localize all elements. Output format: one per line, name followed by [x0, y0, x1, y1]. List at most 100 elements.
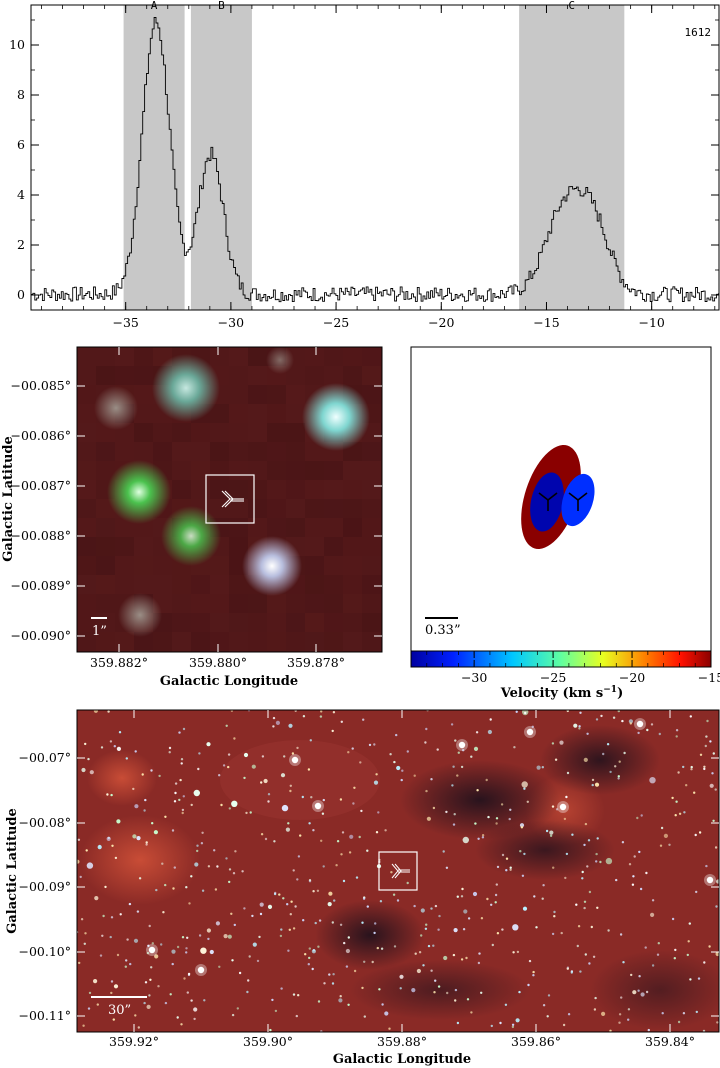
star	[278, 893, 281, 896]
image-pixel	[324, 461, 343, 480]
star	[215, 921, 220, 926]
wide-field-stars	[77, 710, 719, 1032]
image-pixel	[267, 461, 286, 480]
image-pixel	[96, 518, 115, 537]
star	[311, 949, 316, 954]
star	[627, 1018, 630, 1021]
image-pixel	[362, 347, 381, 366]
wide-x-axis: 359.92° 359.90° 359.88° 359.86° 359.84°	[109, 710, 695, 1049]
star	[567, 1013, 571, 1016]
star	[618, 1013, 622, 1016]
star	[272, 716, 276, 720]
star	[179, 778, 182, 782]
y-tick-label: −00.11°	[18, 1008, 71, 1023]
dark-dust-lane	[475, 820, 615, 880]
star	[575, 903, 578, 906]
star	[106, 836, 111, 842]
star	[489, 718, 492, 721]
star	[617, 777, 620, 780]
star	[434, 904, 438, 908]
star	[322, 798, 325, 802]
star	[373, 743, 376, 746]
star	[668, 843, 671, 846]
star	[275, 720, 280, 726]
star	[185, 886, 188, 889]
star	[715, 951, 719, 957]
star	[148, 994, 151, 997]
star	[287, 822, 290, 825]
star	[495, 817, 499, 820]
star	[316, 889, 320, 892]
image-pixel	[286, 423, 305, 442]
star	[223, 934, 228, 939]
bright-star	[526, 728, 534, 736]
star	[658, 732, 661, 736]
star	[203, 999, 206, 1002]
bright-star	[559, 803, 567, 811]
x-tick-label: 359.90°	[243, 1034, 293, 1049]
x-tick-label: 359.88°	[377, 1034, 427, 1049]
star	[396, 765, 401, 771]
star	[161, 862, 164, 865]
image-pixel	[172, 480, 191, 499]
star	[596, 837, 599, 840]
image-pixel	[153, 556, 172, 575]
star	[353, 786, 356, 789]
star	[499, 1021, 502, 1025]
region-label: B	[218, 0, 225, 12]
star	[109, 935, 112, 939]
image-pixel	[210, 594, 229, 613]
star	[583, 906, 586, 910]
image-pixel	[381, 575, 382, 594]
star	[427, 944, 431, 948]
dark-dust-lane	[540, 725, 660, 795]
star	[134, 804, 139, 809]
star	[338, 998, 343, 1003]
star	[116, 819, 121, 824]
star	[584, 953, 587, 956]
star	[477, 961, 481, 965]
star	[261, 755, 265, 758]
star	[292, 993, 296, 996]
star	[601, 1011, 606, 1017]
wide-y-axis-title: Galactic Latitude	[5, 808, 20, 934]
image-pixel	[172, 632, 191, 651]
image-pixel	[134, 423, 153, 442]
star	[87, 757, 90, 761]
velocity-regions	[123, 5, 625, 310]
y-tick-label: −00.089°	[11, 578, 71, 593]
star	[186, 991, 189, 994]
star	[256, 959, 260, 963]
star	[617, 775, 620, 778]
image-pixel	[248, 480, 267, 499]
star	[288, 928, 291, 931]
star	[317, 945, 320, 948]
star	[460, 895, 464, 898]
zoom-target-box	[205, 474, 255, 524]
image-pixel	[343, 347, 362, 366]
star	[197, 767, 200, 771]
star	[630, 973, 633, 977]
star	[93, 710, 98, 713]
star	[456, 774, 459, 777]
star	[566, 771, 570, 775]
star	[252, 942, 257, 947]
star	[86, 862, 94, 869]
star	[375, 831, 379, 834]
star	[347, 1003, 350, 1006]
x-tick-label: 359.880°	[189, 655, 247, 670]
image-pixel	[96, 575, 115, 594]
image-pixel	[77, 385, 96, 404]
image-pixel	[191, 613, 210, 632]
star	[512, 924, 519, 931]
image-pixel	[362, 575, 381, 594]
star	[677, 771, 680, 774]
star	[609, 1029, 612, 1032]
star	[200, 947, 207, 954]
star	[320, 839, 323, 842]
image-pixel	[362, 556, 381, 575]
star	[491, 943, 494, 947]
star	[218, 965, 221, 968]
star	[702, 1029, 706, 1032]
image-pixel	[153, 632, 172, 651]
